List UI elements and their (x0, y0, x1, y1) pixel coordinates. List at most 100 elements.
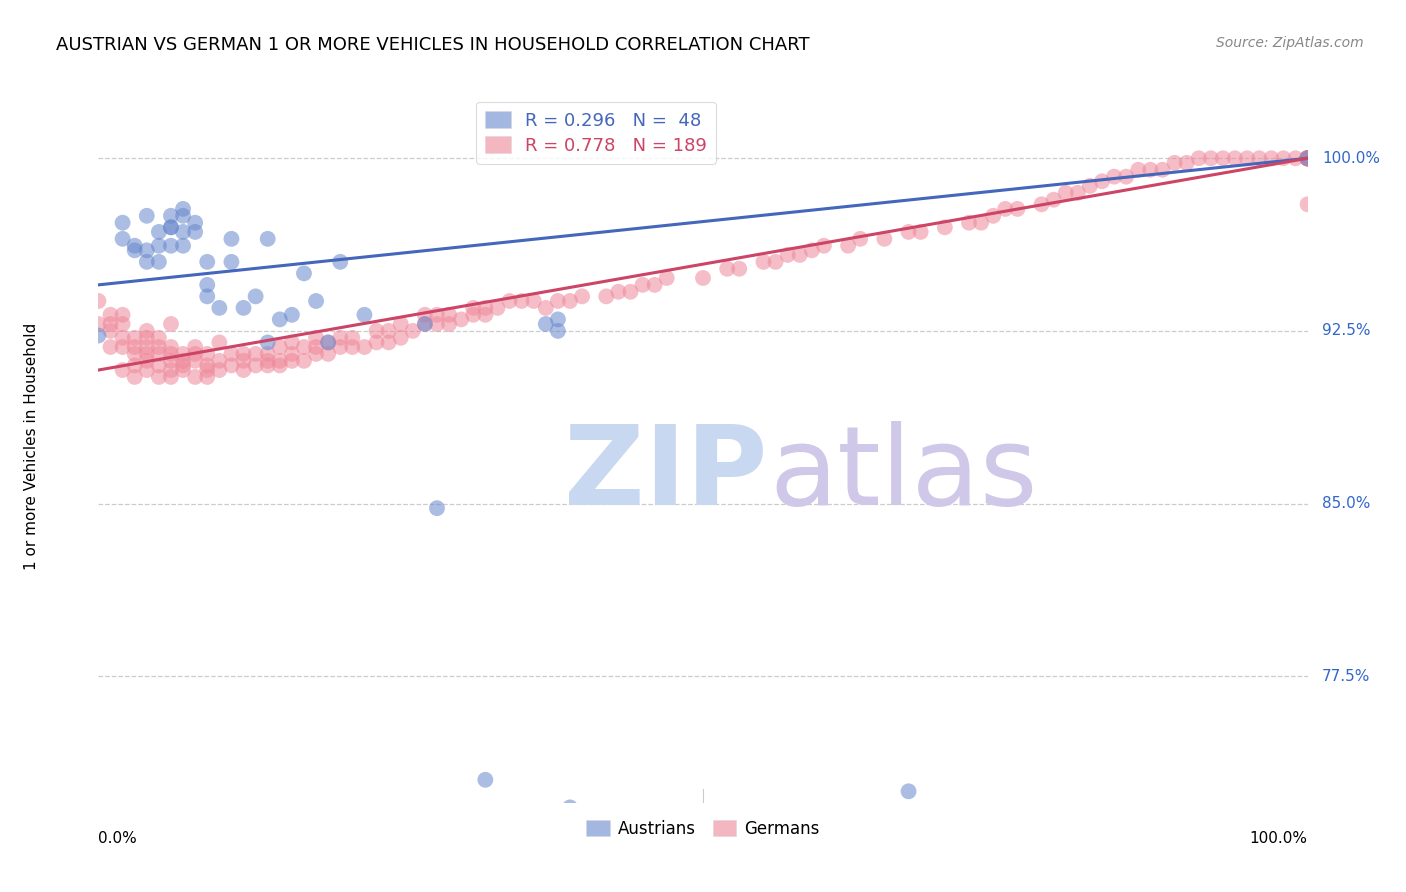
Point (1054, 186, 1077, 200)
Point (135, 354, 157, 368)
Point (305, 293, 328, 308)
Text: ZIP: ZIP (564, 421, 768, 528)
Point (135, 209, 157, 223)
Point (1296, 151, 1319, 165)
Point (463, 308, 485, 322)
Point (619, 285, 641, 299)
Point (269, 340, 291, 354)
Point (353, 308, 375, 322)
Point (1223, 151, 1246, 165)
Point (135, 331, 157, 345)
Point (148, 255, 170, 269)
Point (1296, 151, 1319, 165)
Point (595, 888, 617, 892)
Point (160, 347, 183, 361)
Point (160, 317, 183, 331)
Point (1296, 151, 1319, 165)
Point (281, 335, 304, 350)
Point (765, 255, 787, 269)
Point (402, 324, 425, 338)
Point (342, 331, 364, 345)
Text: 100.0%: 100.0% (1322, 151, 1381, 166)
Point (1296, 151, 1319, 165)
Point (1296, 151, 1319, 165)
Point (1296, 151, 1319, 165)
Point (1175, 156, 1198, 170)
Point (1296, 151, 1319, 165)
Point (510, 293, 533, 308)
Point (172, 202, 194, 216)
Point (160, 220, 183, 235)
Point (148, 370, 170, 384)
Point (281, 354, 304, 368)
Point (897, 784, 920, 798)
Point (160, 354, 183, 368)
Point (184, 340, 207, 354)
Point (329, 255, 352, 269)
Point (1128, 162, 1150, 177)
Legend: Austrians, Germans: Austrians, Germans (579, 814, 827, 845)
Point (463, 301, 485, 315)
Point (1284, 151, 1306, 165)
Point (1163, 156, 1185, 170)
Point (437, 317, 460, 331)
Point (100, 340, 122, 354)
Point (1296, 151, 1319, 165)
Point (208, 335, 231, 350)
Point (1115, 169, 1137, 184)
Point (256, 347, 278, 361)
Point (498, 293, 520, 308)
Point (208, 354, 231, 368)
Point (100, 317, 122, 331)
Point (366, 335, 388, 350)
Text: 0.0%: 0.0% (98, 831, 138, 847)
Point (172, 354, 194, 368)
Point (160, 220, 183, 235)
Point (1296, 151, 1319, 165)
Point (558, 800, 581, 814)
Point (256, 354, 278, 368)
Point (595, 289, 617, 303)
Point (135, 340, 157, 354)
Point (148, 340, 170, 354)
Point (450, 312, 472, 326)
Point (1296, 151, 1319, 165)
Point (377, 335, 399, 350)
Point (292, 354, 315, 368)
Point (195, 347, 218, 361)
Point (111, 331, 134, 345)
Point (135, 363, 157, 377)
Point (160, 340, 183, 354)
Point (184, 354, 207, 368)
Point (245, 347, 267, 361)
Text: 100.0%: 100.0% (1250, 831, 1308, 847)
Point (87, 293, 110, 308)
Point (148, 238, 170, 252)
Point (281, 308, 304, 322)
Point (184, 216, 207, 230)
Point (1091, 174, 1114, 188)
Point (172, 359, 194, 373)
Point (789, 248, 811, 262)
Point (1249, 151, 1271, 165)
Point (111, 216, 134, 230)
Point (1212, 151, 1234, 165)
Point (716, 261, 738, 276)
Point (316, 347, 339, 361)
Point (256, 335, 278, 350)
Point (1031, 197, 1053, 211)
Point (172, 347, 194, 361)
Point (837, 238, 859, 252)
Point (195, 370, 218, 384)
Point (269, 354, 291, 368)
Point (124, 244, 146, 258)
Point (195, 359, 218, 373)
Point (1296, 151, 1319, 165)
Point (426, 308, 449, 322)
Point (534, 317, 557, 331)
Point (135, 255, 157, 269)
Point (970, 216, 993, 230)
Point (232, 363, 254, 377)
Point (813, 238, 835, 252)
Point (195, 289, 218, 303)
